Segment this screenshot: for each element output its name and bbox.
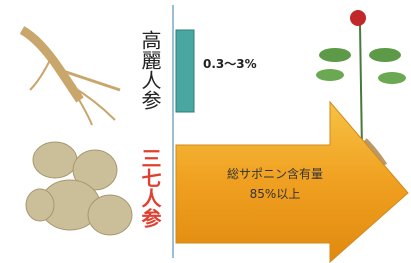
infographic: 高麗人参 三七人参 0.3〜3% 総サポニン含有量 85%以上 bbox=[0, 0, 411, 263]
page: {"labels": {"korean_ginseng": "高麗人参", "s… bbox=[0, 0, 411, 263]
sanchi-ginseng-label: 三七人参 bbox=[138, 148, 162, 229]
korean-ginseng-label: 高麗人参 bbox=[138, 30, 162, 110]
korean-value-label: 0.3〜3% bbox=[203, 57, 257, 71]
arrow-text-line1: 総サポニン含有量 bbox=[227, 166, 323, 181]
korean-bar bbox=[176, 30, 194, 112]
ginseng-root-image bbox=[22, 30, 120, 125]
sanchi-arrow bbox=[176, 102, 408, 262]
sanchi-tuber-image bbox=[26, 142, 132, 235]
arrow-text-line2: 85%以上 bbox=[250, 187, 301, 201]
